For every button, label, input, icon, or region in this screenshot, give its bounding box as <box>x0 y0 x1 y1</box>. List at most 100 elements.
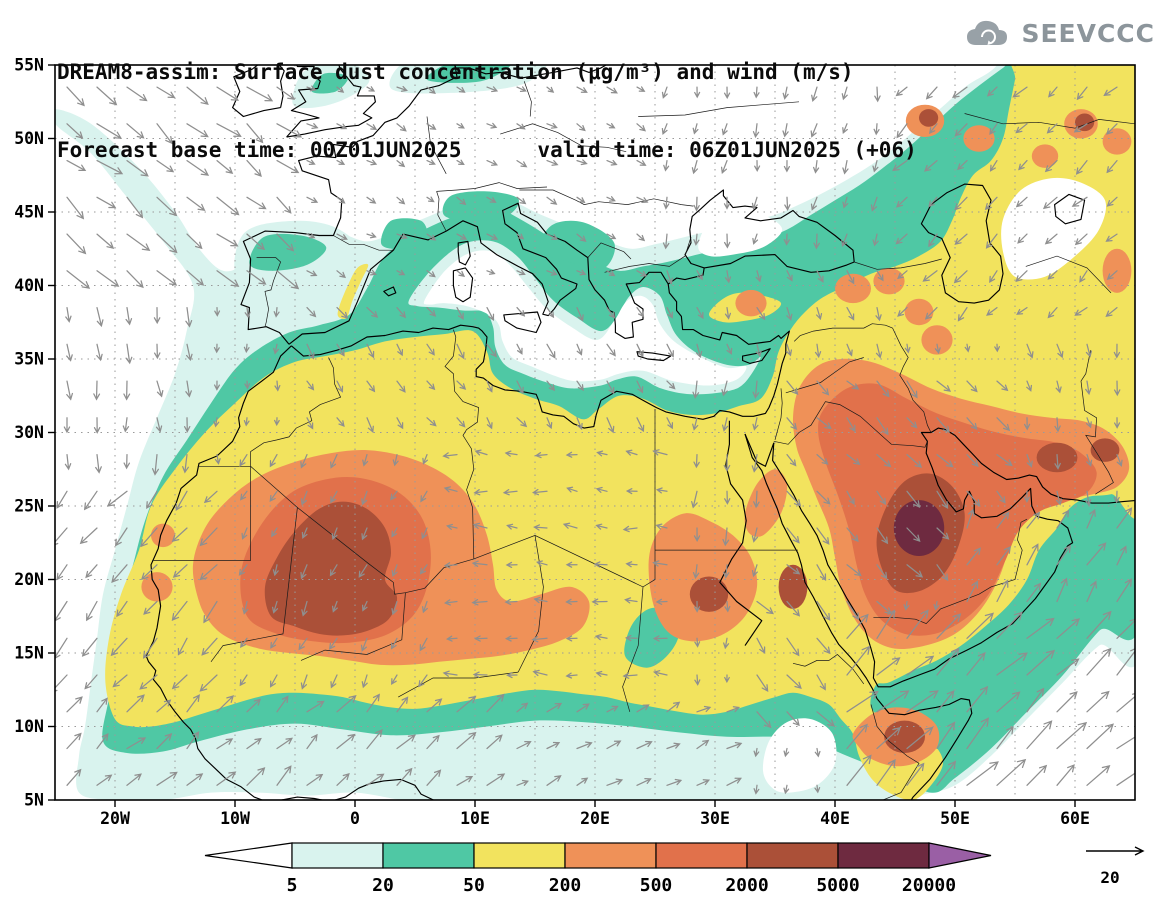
wind-arrow <box>655 598 668 605</box>
wind-arrow <box>239 453 248 467</box>
wind-arrow <box>156 233 178 254</box>
wind-arrow <box>276 737 294 750</box>
wind-arrow <box>755 343 762 358</box>
wind-arrow <box>966 580 979 603</box>
wind-arrow <box>723 196 731 210</box>
wind-arrow <box>576 380 584 392</box>
wind-arrow <box>55 527 68 546</box>
wind-arrow <box>896 123 908 139</box>
wind-arrow <box>396 696 409 713</box>
wind-arrow <box>419 637 428 652</box>
wind-arrow <box>756 711 772 729</box>
wind-arrow <box>1086 508 1096 529</box>
wind-arrow <box>516 702 529 713</box>
wind-arrow <box>1026 453 1033 468</box>
wind-arrow <box>936 647 960 676</box>
wind-arrow <box>652 449 668 456</box>
wind-arrow <box>936 417 950 434</box>
wind-arrow <box>270 637 278 649</box>
wind-arrow <box>876 417 889 436</box>
wind-arrow <box>876 726 901 750</box>
wind-arrow <box>366 86 376 92</box>
wind-arrow <box>816 270 824 283</box>
wind-arrow <box>532 669 548 677</box>
lat-tick-label: 40N <box>14 276 44 295</box>
wind-arrow <box>56 490 68 509</box>
wind-arrow <box>1076 86 1088 101</box>
wind-arrow <box>186 123 209 138</box>
plot-title-line1: DREAM8-assim: Surface dust concentration… <box>57 59 854 84</box>
wind-arrow <box>636 777 652 786</box>
wind-arrow <box>239 674 248 687</box>
wind-arrow <box>366 380 376 393</box>
wind-arrow <box>126 159 149 177</box>
wind-arrow <box>125 306 133 326</box>
wind-arrow <box>726 741 743 750</box>
wind-arrow <box>474 449 488 456</box>
wind-arrow <box>506 523 518 530</box>
wind-arrow <box>426 86 436 95</box>
wind-arrow <box>723 233 731 249</box>
wind-arrow <box>1116 693 1135 713</box>
wind-arrow <box>1113 490 1120 504</box>
wind-arrow <box>872 233 879 247</box>
lon-tick-label: 50E <box>940 809 970 828</box>
country-border-22 <box>436 182 548 192</box>
wind-arrow <box>66 233 87 255</box>
wind-arrow <box>396 417 404 430</box>
lat-tick-label: 25N <box>14 497 44 516</box>
wind-arrow <box>786 270 793 282</box>
wind-arrow <box>636 704 650 713</box>
wind-arrow <box>576 306 584 322</box>
wind-arrow <box>336 159 346 165</box>
wind-arrow <box>1116 772 1135 786</box>
wind-arrow <box>934 343 941 355</box>
wind-arrow <box>786 527 800 544</box>
wind-arrow <box>272 564 279 577</box>
colorbar: 5 20 50 200 500 2000 5000 20000 <box>204 842 992 896</box>
country-border-27 <box>500 123 627 153</box>
wind-arrow <box>565 451 578 458</box>
wind-arrow <box>906 453 923 468</box>
wind-arrow <box>756 306 766 321</box>
wind-arrow <box>693 527 701 543</box>
wind-arrow <box>723 86 731 100</box>
wind-arrow <box>576 196 586 204</box>
country-border-2 <box>250 466 474 595</box>
wind-arrow <box>652 670 668 677</box>
wind-arrow <box>896 196 908 208</box>
wind-arrow <box>1085 380 1092 396</box>
wind-arrow <box>1056 343 1064 359</box>
wind-arrow <box>1054 417 1061 433</box>
wind-arrow <box>810 123 818 138</box>
wind-arrow <box>1086 580 1097 603</box>
wind-arrow <box>246 698 262 713</box>
wind-arrow <box>336 123 348 130</box>
wind-arrow <box>186 773 204 786</box>
wind-arrow <box>153 306 161 325</box>
country-border-12 <box>773 401 928 448</box>
graticule-layer <box>55 65 1135 800</box>
wind-arrow <box>546 306 555 319</box>
wind-arrow <box>504 450 518 457</box>
wind-arrow <box>870 196 878 212</box>
wind-arrow <box>505 561 518 569</box>
wind-arrow <box>66 768 82 786</box>
wind-arrow <box>140 564 158 581</box>
wind-arrow <box>953 270 968 284</box>
wind-arrow <box>242 600 249 615</box>
wind-arrow <box>1084 490 1092 507</box>
wind-arrow <box>426 306 437 317</box>
wind-arrow <box>66 380 74 401</box>
wind-arrow <box>954 233 968 245</box>
wind-arrow <box>565 561 578 568</box>
coastline-sardinia <box>452 267 474 303</box>
wind-arrow <box>936 380 952 392</box>
wind-arrow <box>533 524 548 531</box>
wind-arrow <box>240 637 248 648</box>
wind-arrow <box>66 732 82 750</box>
wind-arrow <box>203 490 218 504</box>
wind-arrow <box>1046 123 1058 134</box>
wind-arrow <box>1023 490 1031 504</box>
wind-arrow <box>336 86 345 93</box>
